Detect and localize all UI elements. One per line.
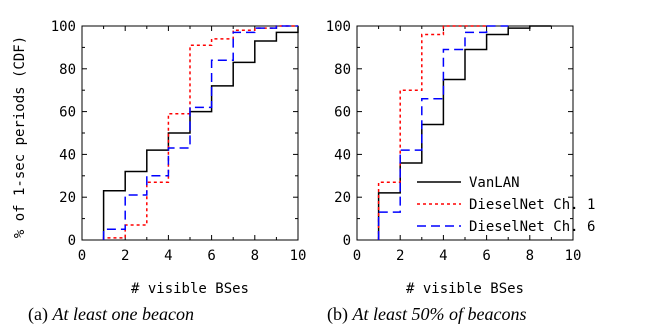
x-tick-label: 4	[439, 248, 447, 264]
y-tick-label: 0	[343, 233, 351, 249]
x-tick-label: 0	[353, 248, 361, 264]
x-tick-label: 10	[565, 248, 582, 264]
x-tick-label: 8	[526, 248, 534, 264]
legend: VanLAN DieselNet Ch. 1 DieselNet Ch. 6	[417, 175, 595, 235]
y-tick-label: 20	[334, 190, 351, 206]
x-tick-label: 8	[251, 248, 259, 264]
series-line-vanlan	[102, 26, 299, 240]
x-axis-label: # visible BSes	[406, 281, 524, 297]
y-tick-label: 60	[59, 105, 76, 121]
series-line-dieselnet-ch-1	[377, 25, 487, 240]
panel-caption: (b) At least 50% of beacons	[327, 304, 526, 325]
chart-panel-1: 0 20 40 60 80 100 0 2 4 6 8 10 # visible BSes % of 1-…	[12, 19, 306, 325]
y-tick-label: 100	[51, 19, 76, 35]
x-tick-label: 2	[121, 248, 129, 264]
series-line-dieselnet-ch-6	[377, 25, 509, 240]
legend-label: DieselNet Ch. 6	[469, 219, 595, 235]
y-tick-label: 80	[59, 62, 76, 78]
y-tick-label: 60	[334, 105, 351, 121]
x-tick-label: 0	[78, 248, 86, 264]
x-tick-label: 4	[164, 248, 172, 264]
series-line-dieselnet-ch-6	[102, 25, 298, 240]
y-tick-label: 40	[59, 147, 76, 163]
y-tick-label: 100	[326, 19, 351, 35]
y-tick-label: 80	[334, 62, 351, 78]
x-tick-label: 2	[396, 248, 404, 264]
x-tick-label: 10	[290, 248, 307, 264]
y-tick-label: 0	[68, 233, 76, 249]
y-tick-label: 20	[59, 190, 76, 206]
series-line-dieselnet-ch-1	[102, 25, 298, 240]
x-tick-label: 6	[482, 248, 490, 264]
chart-panel-2: 0 20 40 60 80 100 0 2 4 6 8 10 # visible BSes VanLAN D…	[326, 19, 596, 325]
panel-caption: (a) At least one beacon	[28, 304, 194, 325]
y-axis-label: % of 1-sec periods (CDF)	[12, 36, 28, 238]
x-axis-label: # visible BSes	[131, 281, 249, 297]
legend-label: VanLAN	[469, 175, 520, 191]
y-tick-label: 40	[334, 147, 351, 163]
legend-label: DieselNet Ch. 1	[469, 197, 595, 213]
x-tick-label: 6	[207, 248, 215, 264]
